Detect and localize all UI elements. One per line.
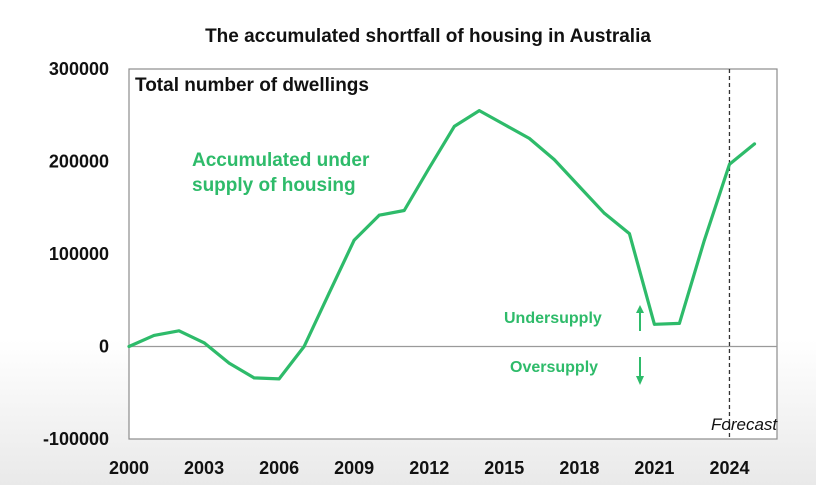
- series-point: [202, 341, 206, 345]
- series-label-line2: supply of housing: [192, 175, 356, 196]
- series-point: [402, 209, 406, 212]
- chart-subtitle: Total number of dwellings: [135, 75, 369, 96]
- series-point: [527, 136, 531, 140]
- series-point: [678, 321, 681, 325]
- series-point: [653, 322, 656, 326]
- oversupply-label: Oversupply: [510, 359, 598, 376]
- series-label-line1: Accumulated under: [192, 150, 370, 171]
- y-tick-label: -100000: [43, 429, 109, 449]
- series-point: [227, 361, 231, 365]
- series-line-housing-shortfall: [127, 109, 757, 381]
- x-tick-label: 2018: [559, 458, 599, 478]
- up-arrow-icon: [636, 305, 644, 331]
- series-point: [552, 158, 556, 162]
- series-point: [502, 123, 506, 126]
- series-point: [602, 211, 606, 215]
- series-point: [277, 377, 281, 381]
- series-point: [627, 232, 631, 236]
- series-point: [252, 376, 256, 380]
- x-tick-label: 2006: [259, 458, 299, 478]
- series-point: [152, 334, 156, 337]
- series-point: [452, 124, 456, 128]
- plot-area: [128, 68, 778, 440]
- chart-title: The accumulated shortfall of housing in …: [205, 26, 651, 47]
- x-tick-label: 2021: [634, 458, 674, 478]
- x-axis-ticks: 2000 2003 2006 2009 2012 2015 2018 2021 2024: [109, 458, 750, 478]
- series-point: [477, 109, 481, 113]
- series-point: [377, 213, 381, 217]
- series-point: [728, 162, 731, 166]
- series-points: [127, 109, 756, 381]
- y-tick-label: 0: [99, 337, 109, 357]
- y-axis-ticks: 300000 200000 100000 0 -100000: [43, 59, 109, 449]
- series-point: [577, 185, 581, 188]
- series-point: [427, 166, 431, 170]
- x-tick-label: 2024: [709, 458, 749, 478]
- x-tick-label: 2009: [334, 458, 374, 478]
- x-tick-label: 2000: [109, 458, 149, 478]
- series-point: [753, 142, 756, 146]
- series-point: [327, 291, 331, 295]
- y-tick-label: 300000: [49, 59, 109, 79]
- series-point: [352, 238, 356, 242]
- series-point: [127, 345, 131, 348]
- x-tick-label: 2015: [484, 458, 524, 478]
- forecast-label: Forecast: [711, 415, 778, 434]
- down-arrow-icon: [636, 357, 644, 385]
- x-tick-label: 2012: [409, 458, 449, 478]
- series-point: [302, 345, 306, 348]
- undersupply-label: Undersupply: [504, 310, 602, 327]
- series-point: [177, 329, 181, 333]
- y-tick-label: 200000: [49, 152, 109, 172]
- x-tick-label: 2003: [184, 458, 224, 478]
- y-tick-label: 100000: [49, 244, 109, 264]
- series-point: [703, 238, 706, 242]
